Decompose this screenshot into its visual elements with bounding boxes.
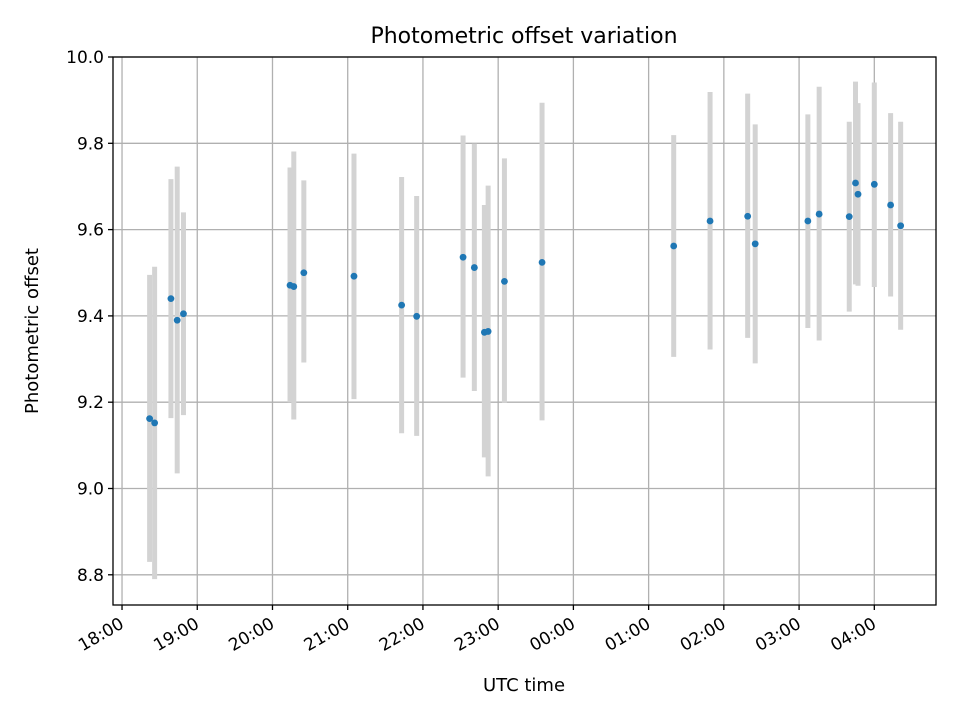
- y-tick-label: 9.0: [77, 479, 104, 499]
- x-tick-label: 04:00: [827, 614, 879, 656]
- data-point: [470, 264, 478, 271]
- y-tick-label: 10.0: [66, 48, 104, 68]
- x-tick-label: 02:00: [677, 614, 729, 656]
- data-point: [398, 301, 406, 309]
- x-tick-label: 00:00: [526, 614, 578, 656]
- data-point: [815, 210, 823, 218]
- y-axis-ticks: 8.8 9.0 9.2 9.4 9.6 9.8 10.0: [66, 48, 113, 586]
- y-axis-label: Photometric offset: [22, 248, 43, 414]
- data-point: [173, 316, 181, 324]
- data-point: [151, 419, 159, 427]
- data-points: [146, 179, 905, 427]
- data-point: [854, 190, 862, 198]
- chart-title: Photometric offset variation: [370, 24, 677, 49]
- data-point: [501, 277, 508, 285]
- x-tick-label: 21:00: [301, 614, 353, 656]
- data-point: [180, 310, 187, 318]
- error-bars: [147, 81, 904, 580]
- data-point: [887, 201, 895, 209]
- data-point: [852, 179, 859, 187]
- x-tick-label: 19:00: [150, 614, 202, 656]
- y-tick-label: 9.2: [77, 393, 104, 413]
- plot-frame: [112, 56, 937, 606]
- data-point: [459, 253, 467, 261]
- data-point: [484, 328, 492, 335]
- data-point: [167, 295, 175, 303]
- data-point: [300, 269, 308, 277]
- data-point: [413, 312, 421, 320]
- data-point: [670, 242, 678, 250]
- y-tick-label: 9.6: [77, 221, 104, 241]
- data-point: [146, 415, 154, 422]
- x-tick-label: 23:00: [451, 614, 503, 656]
- data-point: [744, 212, 752, 220]
- data-point: [897, 222, 905, 230]
- x-axis-label: UTC time: [483, 675, 565, 696]
- data-point: [350, 272, 358, 280]
- y-tick-label: 9.4: [77, 307, 104, 327]
- x-tick-label: 22:00: [376, 614, 428, 656]
- data-point: [870, 180, 878, 188]
- x-tick-label: 18:00: [75, 614, 127, 656]
- x-tick-label: 20:00: [226, 614, 278, 656]
- data-point: [845, 213, 853, 221]
- x-axis-ticks: 18:00 19:00 20:00 21:00 22:00 23:00 00:00 01:00…: [75, 605, 880, 656]
- grid-lines: [113, 56, 936, 605]
- x-tick-label: 01:00: [602, 614, 654, 656]
- data-point: [290, 283, 298, 290]
- y-tick-label: 8.8: [77, 566, 104, 586]
- data-point: [706, 217, 714, 225]
- data-point: [804, 217, 812, 225]
- y-tick-label: 9.8: [77, 134, 104, 154]
- data-point: [538, 258, 546, 266]
- data-point: [751, 240, 759, 248]
- x-tick-label: 03:00: [752, 614, 804, 656]
